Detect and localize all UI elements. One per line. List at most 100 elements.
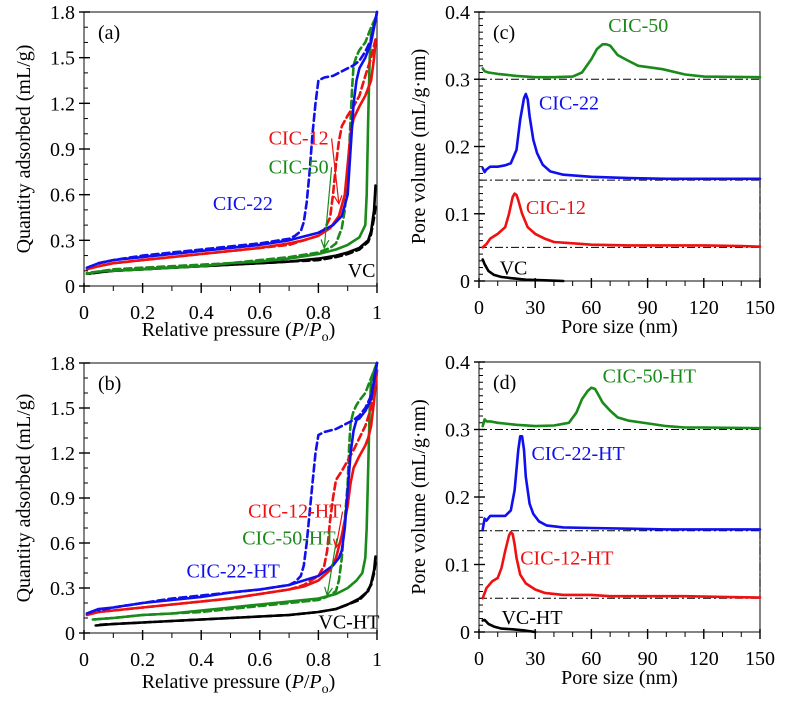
series-line-cic-22 [481,92,762,181]
x-axis-title-p0: P [308,319,321,341]
arrow-head [333,195,343,206]
plot-frame [478,11,761,282]
x-tick-label: 30 [525,297,545,319]
x-tick-label: 0.8 [306,649,331,671]
panel-label: (a) [98,22,120,44]
series-line-cic-50-ht-desorption [91,361,379,621]
x-axis-title: Pore size (nm) [561,316,678,338]
y-tick-label: 1.5 [50,48,75,70]
y-axis-title: Quantity adsorbed (mL/g) [13,394,35,603]
panel-label: (c) [493,22,515,44]
x-tick-label: 90 [638,297,658,319]
y-tick-label: 0.3 [50,230,75,252]
y-axis-title: Pore volume (mL/g·nm) [408,399,430,595]
series-label: VC [500,257,528,279]
series-label: CIC-12-HT [248,501,341,523]
x-tick-label: 60 [581,648,601,670]
y-tick-label: 0.6 [50,185,75,207]
plot-frame [478,361,761,633]
series-label: CIC-50-HT [242,528,335,550]
x-tick-label: 1 [372,649,382,671]
series-line-vc-ht [481,618,537,634]
series-line-cic-12-ht [481,530,762,600]
series-line-cic-12-desorption [97,38,377,268]
x-tick-label: 90 [638,648,658,670]
series-line-cic-50-adsorption [85,18,377,276]
x-tick-label: 0.4 [189,649,214,671]
panel-a-isotherm: 0 0.3 0.6 0.9 1.2 1.5 1.8 0 0.2 0.4 0.6 0.8 1 Quantit… [13,2,382,345]
arrow-head [333,538,342,549]
y-tick-label: 0.2 [445,487,470,509]
y-tick-label: 0.3 [50,578,75,600]
y-tick-label: 0 [460,622,470,644]
x-tick-label: 60 [581,297,601,319]
series-label: VC [348,260,376,282]
series-label: VC-HT [501,607,562,629]
series-line-cic-22-desorption [97,10,379,265]
x-axis-title: Pore size (nm) [561,667,678,689]
x-axis-title-p: P [291,671,304,693]
y-tick-label: 0.6 [50,533,75,555]
series-label: CIC-22-HT [187,561,280,583]
y-tick-label: 0.1 [445,555,470,577]
y-tick-label: 0.4 [445,2,470,24]
x-tick-label: 150 [745,648,775,670]
x-axis-title-prefix: Relative pressure ( [142,671,292,693]
series-line-vc-ht-desorption [97,561,377,627]
x-axis-title-sub: o [322,330,329,345]
x-axis-title-slash: / [304,319,310,341]
series-label: CIC-12 [269,127,329,149]
series-line-vc [481,258,565,283]
y-tick-label: 1.5 [50,398,75,420]
y-axis-title: Quantity adsorbed (mL/g) [13,45,35,254]
x-tick-label: 0.2 [130,302,155,324]
y-tick-label: 1.8 [50,353,75,375]
panel-d-pore-distribution: 0 0.1 0.2 0.3 0.4 0 30 60 90 120 150 Pore volume (m… [408,352,775,689]
x-axis-title-slash: / [304,671,310,693]
arrow-head [324,586,333,597]
x-tick-label: 0 [79,649,89,671]
x-axis-title-prefix: Relative pressure ( [142,319,292,341]
series-line-cic-12 [481,192,762,249]
annotation-arrow [323,167,333,248]
x-tick-label: 0.4 [189,302,214,324]
x-tick-label: 150 [745,297,775,319]
x-axis-title: Relative pressure (P/Po) [142,671,336,697]
y-tick-label: 0.4 [445,352,470,374]
x-tick-label: 0 [474,648,484,670]
y-tick-label: 0 [65,623,75,645]
y-tick-label: 1.2 [50,93,75,115]
x-tick-label: 0.8 [306,302,331,324]
x-tick-label: 120 [689,648,719,670]
y-axis-title: Pore volume (mL/g·nm) [408,49,430,245]
panel-label: (d) [493,372,516,394]
annotation-arrow [330,138,340,204]
y-tick-label: 0.9 [50,139,75,161]
x-axis-title-sub: o [322,682,329,697]
y-tick-label: 0.3 [445,69,470,91]
series-line-cic-22-ht-desorption [97,361,379,612]
annotation-arrow [335,511,344,548]
series-label: CIC-50-HT [603,365,696,387]
series-label: VC-HT [318,612,379,634]
series-label: CIC-22-HT [531,443,624,465]
series-line-cic-50-desorption [85,16,377,275]
x-tick-label: 0.2 [130,649,155,671]
x-axis-title-p0: P [308,671,321,693]
panel-b-isotherm: 0 0.3 0.6 0.9 1.2 1.5 1.8 0 0.2 0.4 0.6 0.8 1 Quantit… [13,353,382,697]
panel-label: (b) [98,373,121,395]
x-tick-label: 0 [474,297,484,319]
x-tick-label: 0 [79,302,89,324]
y-tick-label: 0.9 [50,488,75,510]
x-tick-label: 0.6 [247,649,272,671]
series-line-cic-50-ht [481,386,762,430]
x-tick-label: 1 [372,302,382,324]
series-label: CIC-50 [269,156,329,178]
arrow-head [320,239,330,250]
x-tick-label: 0.6 [247,302,272,324]
series-line-cic-22-ht [481,434,762,531]
y-tick-label: 1.2 [50,443,75,465]
y-tick-label: 0 [65,276,75,298]
series-label: CIC-12-HT [520,548,613,570]
